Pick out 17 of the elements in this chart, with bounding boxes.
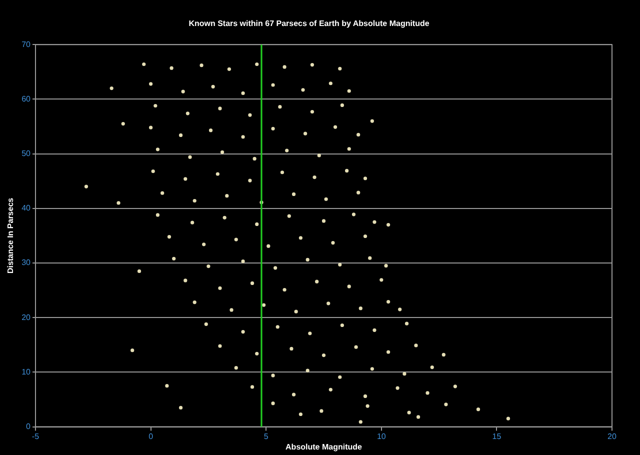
y-tick-label: 20: [22, 312, 32, 322]
y-tick-label: 30: [22, 258, 32, 268]
x-tick-label: 10: [376, 432, 386, 441]
x-tick-label: 5: [264, 432, 269, 441]
x-tick-label: 20: [608, 432, 617, 441]
x-tick-label: 0: [148, 432, 154, 441]
y-tick-label: 70: [22, 40, 32, 49]
x-tick-label: -5: [32, 432, 40, 441]
y-tick-label: 40: [22, 204, 32, 213]
x-tick-label: 15: [492, 432, 502, 441]
y-tick-label: 0: [26, 422, 32, 432]
y-axis-title: Distance In Parsecs: [6, 197, 16, 274]
y-tick-label: 10: [22, 367, 32, 376]
y-tick-label: 60: [22, 94, 32, 104]
chart-title: Known Stars within 67 Parsecs of Earth by Absolute Magnitude: [188, 19, 430, 28]
x-axis-title: Absolute Magnitude: [286, 442, 363, 452]
y-tick-label: 50: [22, 149, 32, 158]
